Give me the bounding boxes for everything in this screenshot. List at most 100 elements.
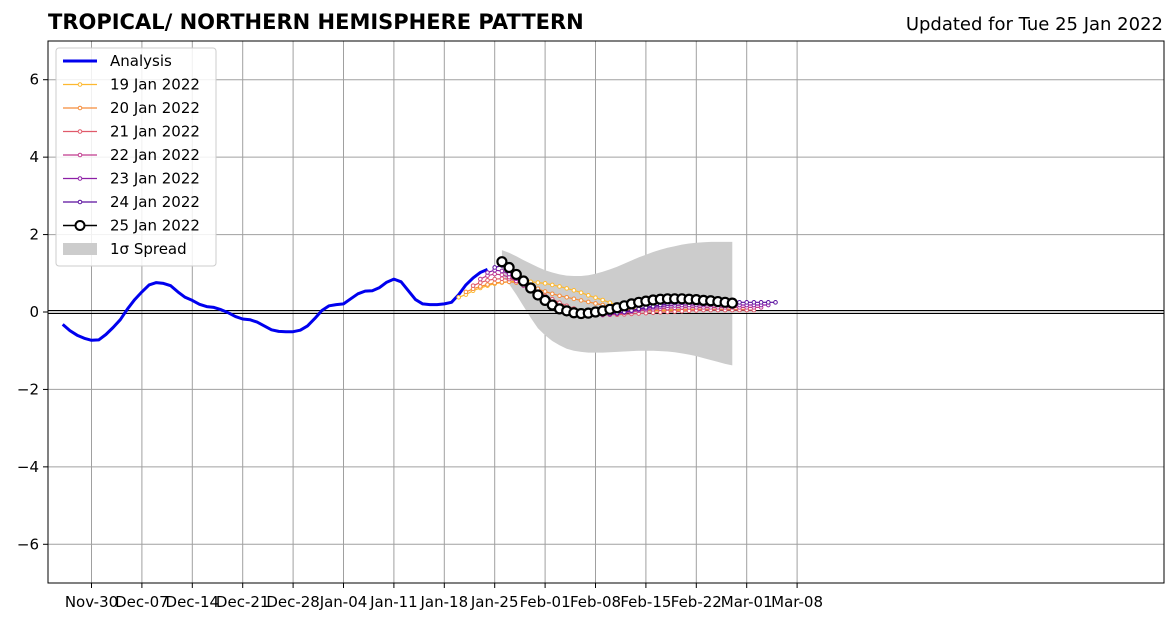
forecast-point [571,296,577,302]
legend-item: 1σ Spread [63,240,187,258]
analysis-line [61,268,489,342]
x-tick-label: Dec-07 [115,593,169,611]
y-axis: −6 −4 −2 0 2 4 6 [17,71,48,553]
forecast-point [766,300,771,305]
forecast-point [658,310,663,315]
legend: Analysis 19 Jan 2022 20 Jan 2022 21 Jan 202… [55,47,217,267]
forecast-point [470,283,476,288]
legend-label: Analysis [110,52,172,70]
legend-item: 24 Jan 2022 [63,193,200,211]
legend-label: 24 Jan 2022 [110,193,200,211]
forecast-point [496,256,508,268]
legend-label: 23 Jan 2022 [110,170,200,188]
forecast-point [492,265,498,270]
forecast-point [557,293,562,299]
legend-label: 22 Jan 2022 [110,146,200,164]
legend-label: 20 Jan 2022 [110,99,200,117]
x-tick-label: Jan-25 [470,593,519,611]
forecast-point [542,289,548,294]
x-tick-label: Dec-28 [266,593,320,611]
legend-swatch-marker [74,220,86,231]
legend-swatch-marker [77,105,83,111]
x-tick-label: Jan-04 [319,593,368,611]
forecast-point [510,268,522,281]
y-tick-label: 4 [29,148,39,166]
legend-item: Analysis [63,52,172,70]
forecast-point [485,282,490,287]
forecast-series [496,256,738,320]
forecast-point [492,271,498,277]
x-tick-label: Feb-22 [671,593,722,611]
legend-item: 22 Jan 2022 [63,146,200,164]
forecast-point [737,300,742,305]
forecast-point [758,300,764,305]
forecast-point [485,270,490,275]
legend-swatch-marker [77,129,83,134]
series-lines [61,256,778,342]
forecast-point [503,261,515,274]
legend-item: 25 Jan 2022 [63,217,200,235]
forecast-point [517,275,530,287]
x-tick-label: Mar-08 [771,593,823,611]
forecast-point [535,280,541,285]
forecast-point [542,281,548,286]
forecast-point [744,300,750,305]
legend-swatch-marker [77,82,83,87]
y-tick-label: 0 [29,303,39,321]
legend-label: 19 Jan 2022 [110,76,200,94]
forecast-point [499,272,505,278]
forecast-point [665,309,670,315]
updated-label: Updated for Tue 25 Jan 2022 [906,14,1163,35]
y-tick-label: −4 [17,458,39,476]
x-tick-label: Feb-01 [520,593,571,611]
forecast-point [550,282,555,288]
forecast-point [557,284,562,289]
legend-item: 20 Jan 2022 [63,99,200,117]
x-tick-label: Dec-21 [216,593,270,611]
legend-label: 21 Jan 2022 [110,123,200,141]
forecast-point [578,298,584,303]
forecast-point [593,301,598,306]
y-tick-label: 6 [29,71,39,89]
x-tick-label: Dec-14 [166,593,220,611]
forecast-point [672,309,678,314]
y-tick-label: −6 [17,535,39,553]
forecast-point [525,282,537,294]
forecast-point [550,291,555,297]
x-tick-label: Feb-15 [620,593,671,611]
forecast-point [751,300,757,305]
y-tick-label: 2 [29,226,39,244]
forecast-point [499,276,505,282]
forecast-point [463,289,469,295]
forecast-point [492,276,498,282]
legend-label: 1σ Spread [110,240,187,258]
x-tick-label: Nov-30 [65,593,118,611]
forecast-point [679,308,685,314]
legend-swatch-marker [77,152,83,158]
forecast-point [532,289,544,301]
legend-box [55,47,217,267]
legend-swatch-marker [77,176,83,181]
forecast-point [571,288,577,293]
legend-item: 23 Jan 2022 [63,170,200,188]
forecast-point [499,268,505,274]
forecast-point [578,290,584,295]
forecast-point [773,300,778,305]
legend-label: 25 Jan 2022 [110,217,200,235]
forecast-point [586,299,591,305]
forecast-point [726,297,738,309]
forecast-point [600,297,606,303]
y-tick-label: −2 [17,380,39,398]
forecast-point [485,277,490,283]
x-tick-label: Jan-11 [369,593,418,611]
legend-item: 19 Jan 2022 [63,76,200,94]
x-tick-label: Jan-18 [419,593,468,611]
forecast-point [593,295,598,300]
forecast-point [586,293,591,298]
forecast-point [564,294,570,300]
x-tick-label: Mar-01 [721,593,773,611]
legend-swatch-area [63,243,97,255]
forecast-point [456,294,462,300]
